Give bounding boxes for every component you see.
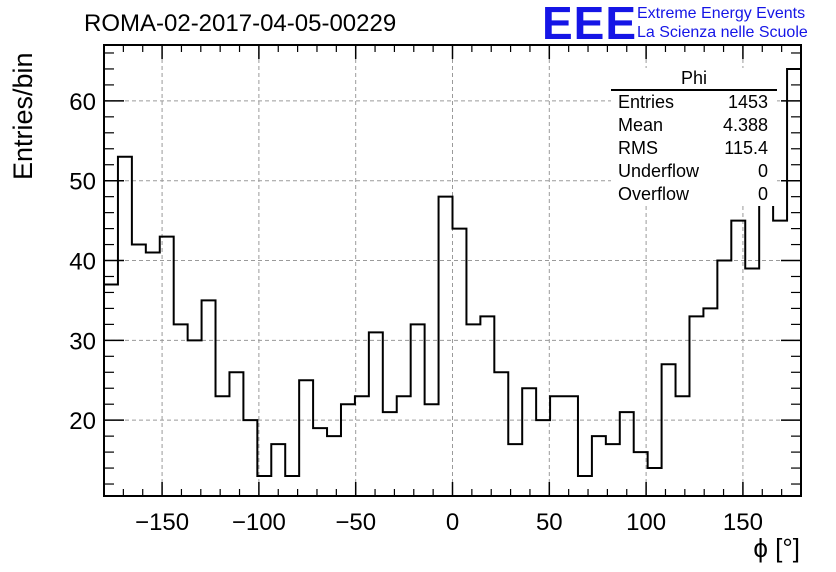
- x-tick-label: −150: [135, 509, 189, 536]
- plot-frame: [103, 44, 802, 497]
- eee-logo: EEE: [542, 0, 638, 49]
- x-tick-labels: −150 −100 −50 0 50 100 150: [135, 509, 763, 536]
- y-tick-label: 30: [69, 328, 96, 355]
- y-tick-label: 50: [69, 169, 96, 196]
- stats-row-mean: Mean 4.388: [618, 115, 768, 135]
- x-tick-label: 50: [536, 509, 563, 536]
- histogram-line: [104, 67, 801, 478]
- stats-row-entries: Entries 1453: [618, 92, 768, 112]
- x-tick-label: −50: [335, 509, 376, 536]
- stats-row-underflow: Underflow 0: [618, 161, 768, 181]
- axis-ticks: [103, 45, 802, 496]
- x-tick-label: −100: [232, 509, 286, 536]
- x-axis-label: ϕ [°]: [753, 533, 800, 563]
- y-tick-label: 20: [69, 408, 96, 435]
- chart-title: ROMA-02-2017-04-05-00229: [84, 10, 397, 37]
- stats-row-rms: RMS 115.4: [618, 138, 768, 158]
- x-tick-label: 100: [626, 509, 666, 536]
- y-tick-label: 60: [69, 89, 96, 116]
- stats-row-overflow: Overflow 0: [618, 184, 768, 204]
- stats-box: Phi Entries 1453 Mean 4.388 RMS 115.4 Under…: [611, 68, 777, 206]
- stats-title: Phi: [611, 68, 777, 91]
- logo-line-1: Extreme Energy Events: [637, 5, 806, 22]
- y-tick-label: 40: [69, 249, 96, 276]
- y-tick-labels: 20 30 40 50 60: [69, 89, 96, 435]
- y-axis-label: Entries/bin: [8, 52, 38, 180]
- grid-lines: [104, 45, 801, 496]
- x-tick-label: 0: [446, 509, 459, 536]
- x-tick-label: 150: [723, 509, 763, 536]
- logo-line-2: La Scienza nelle Scuole: [637, 24, 808, 41]
